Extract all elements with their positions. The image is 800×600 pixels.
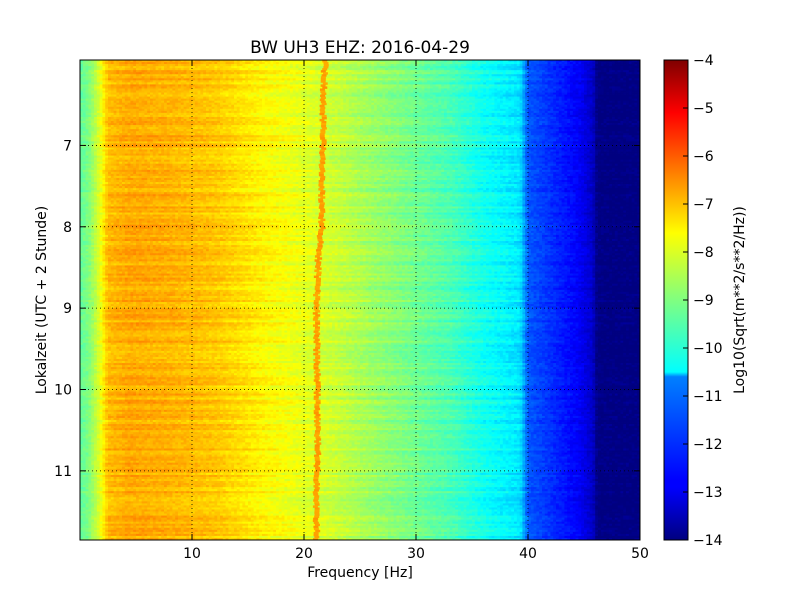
chart-title: BW UH3 EHZ: 2016-04-29 (250, 38, 470, 58)
heatmap-cells (80, 60, 640, 540)
